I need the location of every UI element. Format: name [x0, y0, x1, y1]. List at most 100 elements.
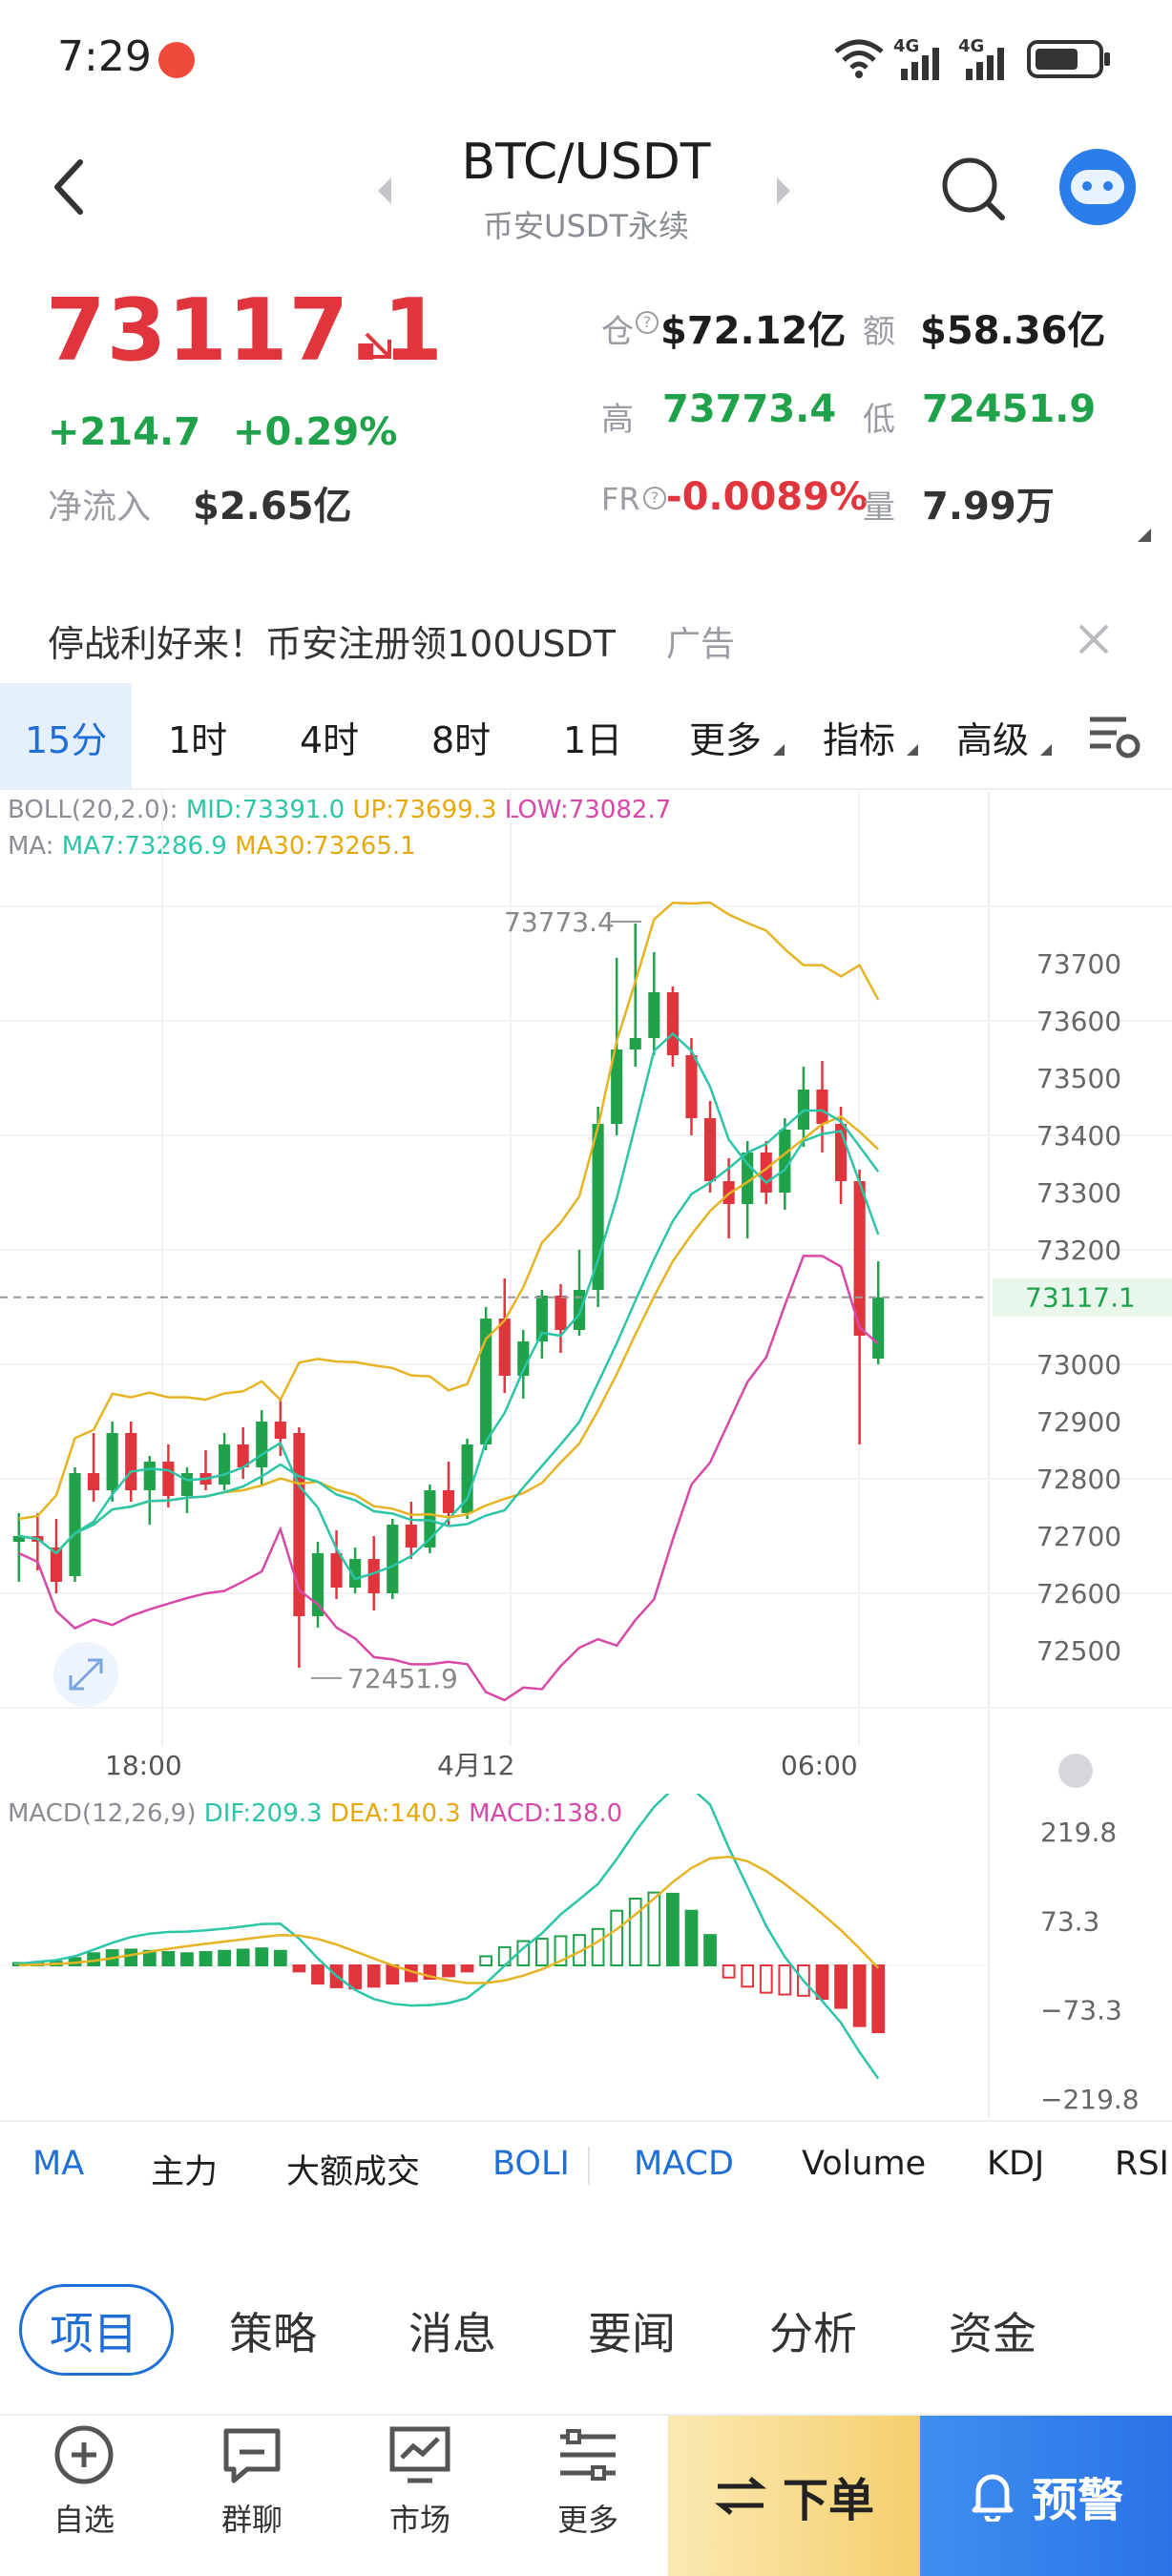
low-label: 低 — [863, 401, 895, 439]
tab-active-bg — [0, 683, 132, 790]
macd-value: MACD:138.0 — [469, 1799, 623, 1828]
y-axis-label: 73200 — [1036, 1235, 1121, 1266]
candle-body — [367, 1559, 380, 1593]
amount-value: $58.36亿 — [920, 309, 1106, 353]
tab-8h[interactable]: 8时 — [431, 718, 492, 761]
assistant-bot-icon[interactable] — [1059, 149, 1136, 225]
nav-more[interactable]: 更多 — [504, 2404, 672, 2576]
next-symbol-icon[interactable] — [771, 174, 794, 208]
last-price: 73117.1 — [46, 280, 444, 381]
tab-indicators[interactable]: 指标 — [823, 718, 896, 761]
tab-4h[interactable]: 4时 — [300, 718, 360, 761]
nav-watchlist[interactable]: 自选 — [0, 2404, 168, 2576]
high-value: 73773.4 — [662, 387, 837, 431]
sub-tab-analysis[interactable]: 分析 — [769, 2308, 857, 2359]
high-mark-label: 73773.4 — [504, 906, 615, 938]
boll-mid-line — [18, 1109, 880, 1555]
candle-body — [237, 1444, 249, 1467]
chart-settings-icon[interactable] — [1088, 714, 1141, 759]
macd-label: MACD(12,26,9) — [8, 1799, 197, 1828]
prev-symbol-icon[interactable] — [374, 174, 397, 208]
ad-banner[interactable]: 停战利好来！币安注册领100USDT 广告 — [0, 592, 1172, 687]
candle-body — [592, 1124, 604, 1290]
ad-tag: 广告 — [666, 625, 736, 664]
macd-bar — [366, 1964, 381, 1988]
candle-body — [219, 1444, 231, 1485]
macd-bar — [554, 1935, 568, 1966]
current-price-label: 73117.1 — [1025, 1282, 1136, 1314]
back-icon[interactable] — [50, 156, 88, 218]
candle-body — [703, 1118, 717, 1181]
candle-body — [274, 1422, 286, 1439]
tab-1h[interactable]: 1时 — [168, 718, 228, 761]
sub-tab-headlines[interactable]: 要闻 — [588, 2308, 676, 2359]
help-icon[interactable]: ? — [636, 311, 659, 334]
tab-15m[interactable]: 15分 — [25, 718, 108, 761]
nav-label: 自选 — [52, 2502, 115, 2538]
candle-body — [256, 1422, 268, 1467]
ind-tab-large-trades[interactable]: 大额成交 — [286, 2153, 421, 2192]
candle-body — [387, 1525, 399, 1593]
fr-help-icon[interactable]: ? — [643, 487, 666, 509]
candle-body — [573, 1290, 586, 1330]
divider — [588, 2147, 590, 2185]
tab-1d[interactable]: 1日 — [563, 718, 623, 761]
expand-corner-icon[interactable] — [1138, 529, 1151, 542]
candle-body — [88, 1473, 100, 1490]
boll-upper-line — [18, 901, 880, 1521]
sub-tab-strategy[interactable]: 策略 — [229, 2308, 317, 2359]
ma-legend: MA: MA7:73286.9 MA30:73265.1 — [8, 832, 416, 861]
signal-label-1: 4G — [893, 36, 920, 56]
more-icon — [560, 2429, 616, 2481]
macd-bar — [292, 1964, 306, 1973]
candle-body — [106, 1433, 118, 1490]
ind-tab-kdj[interactable]: KDJ — [987, 2145, 1045, 2183]
y-axis-label: 73500 — [1036, 1063, 1121, 1094]
macd-chart[interactable]: 219.8 73.3 −73.3 −219.8 — [0, 1794, 1172, 2118]
boll-lower-line — [18, 1255, 880, 1702]
sub-tab-projects[interactable]: 项目 — [50, 2308, 137, 2359]
ad-text[interactable]: 停战利好来！币安注册领100USDT — [48, 623, 616, 665]
close-icon[interactable] — [1077, 622, 1111, 656]
ind-tab-macd[interactable]: MACD — [634, 2145, 734, 2183]
y-axis-label: 73400 — [1036, 1120, 1121, 1152]
macd-axis-label: 73.3 — [1040, 1905, 1099, 1937]
nav-market[interactable]: 市场 — [336, 2404, 504, 2576]
y-axis-label: 72800 — [1036, 1464, 1121, 1495]
macd-dea: DEA:140.3 — [329, 1799, 461, 1828]
ind-tab-rsi[interactable]: RSI — [1115, 2145, 1169, 2183]
alert-button[interactable]: 预警 — [920, 2416, 1172, 2576]
boll-legend: BOLL(20,2.0): MID:73391.0 UP:73699.3 LOW… — [8, 796, 671, 824]
low-mark-label: 72451.9 — [347, 1663, 458, 1694]
order-button[interactable]: 下单 — [668, 2416, 920, 2576]
ind-tab-boll[interactable]: BOLI — [492, 2145, 570, 2183]
search-icon[interactable] — [937, 153, 1010, 225]
macd-bar — [236, 1948, 250, 1966]
ind-tab-volume[interactable]: Volume — [802, 2145, 927, 2183]
page-title[interactable]: BTC/USDT — [461, 134, 711, 191]
reset-zoom-icon — [1058, 1754, 1093, 1788]
sub-tab-active-pill[interactable] — [19, 2284, 174, 2376]
candle-body — [311, 1553, 324, 1616]
fr-label: FR — [601, 481, 640, 517]
price-panel: 73117.1 +214.7 +0.29% 净流入 $2.65亿 仓 ? $72… — [0, 277, 1172, 544]
y-axis-label: 73700 — [1036, 948, 1121, 980]
bottom-nav — [0, 2414, 1172, 2576]
nav-group-chat[interactable]: 群聊 — [168, 2404, 336, 2576]
macd-bar — [161, 1951, 176, 1966]
dropdown-caret-icon — [1040, 744, 1052, 756]
sub-tab-funds[interactable]: 资金 — [949, 2308, 1036, 2359]
sub-tab-news[interactable]: 消息 — [408, 2308, 496, 2359]
price-change: +214.7 — [48, 410, 201, 454]
macd-bar — [628, 1898, 642, 1966]
ind-tab-main-force[interactable]: 主力 — [151, 2153, 219, 2192]
macd-bar — [199, 1951, 213, 1966]
tab-more[interactable]: 更多 — [689, 718, 763, 761]
candlestick-chart[interactable]: 73700 73600 73500 73400 73300 73200 73000 72900… — [0, 792, 1172, 1794]
low-value: 72451.9 — [922, 387, 1097, 431]
tab-advanced[interactable]: 高级 — [956, 718, 1030, 761]
status-bar: 7:29 4G 4G — [0, 0, 1172, 114]
oi-label: 仓 — [601, 313, 634, 351]
candle-body — [816, 1090, 828, 1124]
ind-tab-ma[interactable]: MA — [32, 2145, 85, 2183]
